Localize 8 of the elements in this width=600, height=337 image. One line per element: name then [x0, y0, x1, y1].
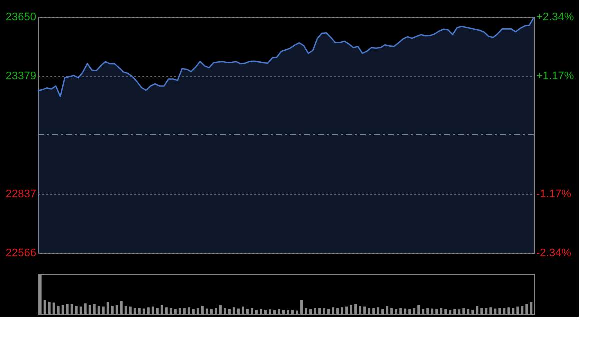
y-tick-label: 23379	[6, 70, 36, 82]
y2-tick-label: -2.34%	[536, 248, 572, 260]
y-tick-label: 22566	[6, 248, 36, 260]
y2-tick-label: +2.34%	[536, 12, 574, 24]
y2-tick-label: +1.17%	[536, 70, 574, 82]
y-tick-label: 23650	[6, 12, 36, 24]
y2-tick-label: -1.17%	[536, 188, 572, 200]
y-tick-label: 22837	[6, 188, 36, 200]
